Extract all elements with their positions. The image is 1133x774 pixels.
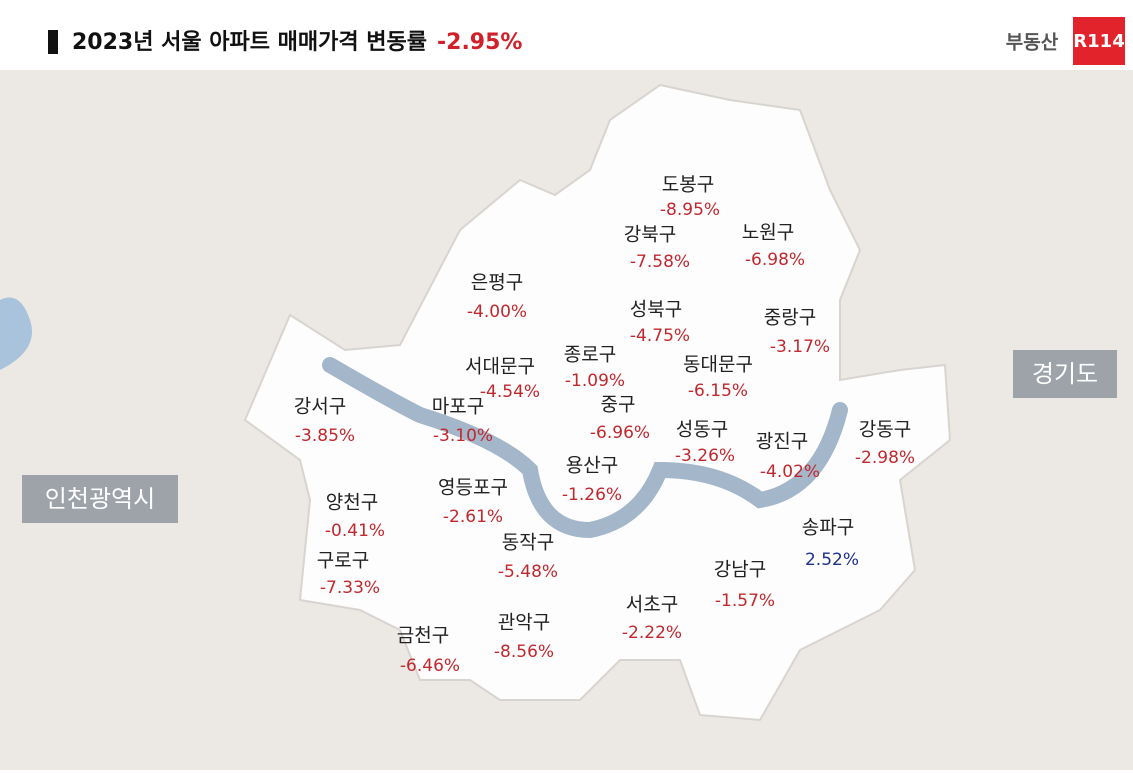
district-name: 광진구: [756, 431, 808, 453]
title-highlight: -2.95%: [437, 30, 522, 55]
title: 2023년 서울 아파트 매매가격 변동률 -2.95%: [72, 30, 522, 55]
district-name: 서대문구: [465, 356, 535, 378]
district-value: -1.26%: [562, 485, 622, 505]
district-name: 마포구: [432, 396, 484, 418]
title-text: 2023년 서울 아파트 매매가격 변동률: [72, 30, 427, 55]
district-name: 서초구: [626, 594, 678, 616]
district-value: -4.02%: [760, 462, 820, 482]
han-river: [322, 357, 848, 539]
logo-badge-text: R114: [1073, 31, 1124, 52]
district-name: 성북구: [630, 299, 682, 321]
region-box: [22, 475, 178, 523]
district-value: -3.85%: [295, 426, 355, 446]
logo-text: 부동산: [1006, 32, 1059, 54]
district-value: -3.17%: [770, 337, 830, 357]
water: [0, 297, 32, 370]
district-value: -7.58%: [630, 252, 690, 272]
district-name: 동작구: [502, 532, 554, 554]
district-name: 강북구: [624, 224, 676, 246]
district-name: 용산구: [566, 455, 618, 477]
district-name: 구로구: [317, 550, 369, 572]
district-name: 강동구: [859, 419, 911, 441]
logo-badge: [1073, 17, 1125, 65]
district-name: 은평구: [471, 272, 523, 294]
region-label: 경기도: [1032, 360, 1098, 388]
district-value: 2.52%: [805, 550, 859, 570]
district-value: -7.33%: [320, 578, 380, 598]
district-name: 도봉구: [662, 174, 714, 196]
district-name: 종로구: [564, 344, 616, 366]
district-value: -8.95%: [660, 200, 720, 220]
district-value: -6.96%: [590, 423, 650, 443]
district-name: 금천구: [397, 625, 449, 647]
seoul-outline: [243, 83, 952, 722]
district-value: -2.98%: [855, 448, 915, 468]
district-name: 영등포구: [438, 477, 508, 499]
district-value: -5.48%: [498, 562, 558, 582]
district-value: -8.56%: [494, 642, 554, 662]
district-name: 중랑구: [764, 307, 816, 329]
region-box: [1013, 350, 1117, 398]
district-value: -3.26%: [675, 446, 735, 466]
title-marker: [48, 30, 58, 54]
header-bar: [0, 0, 1133, 70]
district-value: -2.61%: [443, 507, 503, 527]
district-value: -4.75%: [630, 326, 690, 346]
district-value: -1.09%: [565, 371, 625, 391]
district-name: 중구: [601, 394, 636, 416]
region-label: 인천광역시: [45, 485, 155, 513]
district-name: 강서구: [294, 396, 346, 418]
district-value: -3.10%: [433, 426, 493, 446]
district-value: -1.57%: [715, 591, 775, 611]
district-name: 송파구: [802, 517, 854, 539]
district-value: -4.54%: [480, 382, 540, 402]
district-value: -6.98%: [745, 250, 805, 270]
district-value: -6.46%: [400, 656, 460, 676]
district-name: 성동구: [676, 419, 728, 441]
district-name: 양천구: [326, 492, 378, 514]
district-value: -2.22%: [622, 623, 682, 643]
district-value: -0.41%: [325, 521, 385, 541]
district-name: 강남구: [714, 559, 766, 581]
district-name: 관악구: [498, 612, 550, 634]
district-value: -6.15%: [688, 381, 748, 401]
district-name: 노원구: [742, 222, 794, 244]
district-name: 동대문구: [683, 354, 753, 376]
district-value: -4.00%: [467, 302, 527, 322]
